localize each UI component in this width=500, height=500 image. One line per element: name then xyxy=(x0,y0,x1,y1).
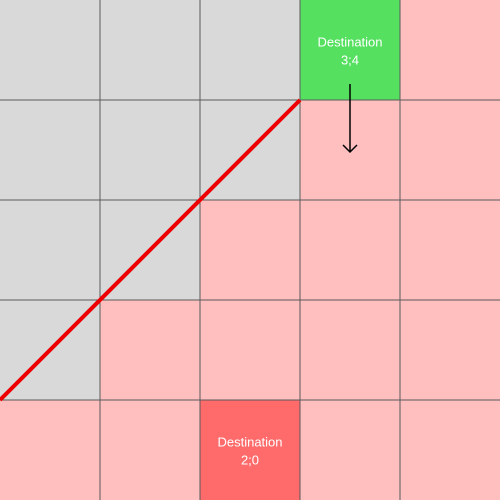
cell-coord: 3;4 xyxy=(341,52,359,67)
destination-cell xyxy=(200,400,300,500)
destination-cell xyxy=(300,0,400,100)
cell-label: Destination xyxy=(317,34,382,49)
cell-label: Destination xyxy=(217,434,282,449)
arrow-head xyxy=(342,144,358,154)
cell-coord: 2;0 xyxy=(241,452,259,467)
path-line xyxy=(0,98,302,402)
